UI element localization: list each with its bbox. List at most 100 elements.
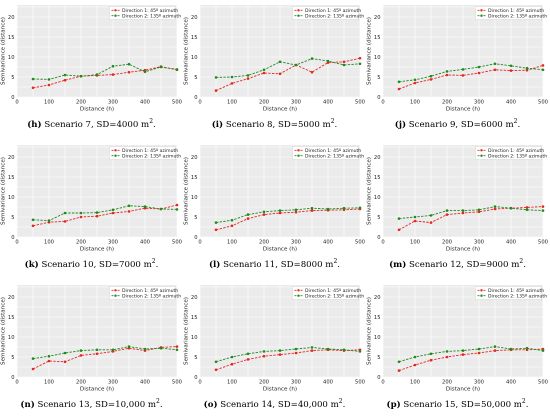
x-tick-label: 0 [381, 100, 384, 106]
caption-superscript: 2 [149, 118, 154, 125]
data-point [79, 74, 83, 78]
data-point [429, 221, 433, 224]
caption-text: Scenario 9, SD=6000 m [406, 119, 514, 130]
data-point [111, 73, 115, 76]
data-point [445, 209, 449, 212]
legend-entry: Direction 1: 45º azimuth [122, 148, 178, 154]
y-tick-label: 20 [8, 155, 15, 161]
series-line [398, 206, 544, 220]
data-point [159, 207, 163, 211]
x-tick-label: 100 [410, 100, 420, 106]
legend-entry: Direction 2: 135º azimuth [488, 293, 547, 299]
y-tick-label: 5 [194, 75, 197, 81]
data-point [278, 60, 282, 64]
data-point [175, 348, 179, 352]
data-point [493, 62, 497, 66]
legend-marker [480, 14, 483, 17]
data-point [397, 217, 401, 220]
data-point [127, 345, 131, 348]
y-tick-label: 10 [8, 55, 15, 61]
y-tick-label: 0 [377, 375, 380, 381]
x-tick-label: 500 [538, 100, 548, 106]
data-point [461, 211, 465, 215]
data-point [445, 355, 449, 359]
data-point [310, 346, 314, 349]
data-point [342, 60, 346, 64]
data-point [111, 348, 115, 352]
y-tick-label: 5 [377, 75, 380, 81]
data-point [310, 70, 314, 74]
x-tick-label: 0 [381, 380, 384, 386]
x-tick-label: 100 [44, 100, 54, 106]
legend-entry: Direction 1: 45º azimuth [305, 8, 361, 14]
data-point [397, 228, 401, 232]
data-point [541, 349, 545, 352]
y-tick-label: 10 [8, 195, 15, 201]
data-point [175, 68, 179, 71]
data-point [47, 83, 51, 87]
data-point [63, 211, 67, 215]
data-point [477, 65, 481, 69]
y-axis-label: Semivariance (distance) [184, 17, 190, 85]
y-axis-label: Semivariance (distance) [367, 17, 373, 85]
data-point [493, 205, 497, 208]
legend-marker [114, 289, 117, 292]
data-point [541, 209, 545, 212]
data-point [429, 78, 433, 81]
x-axis-label: Distance (h) [80, 247, 114, 253]
data-point [47, 78, 51, 81]
y-tick-label: 0 [11, 95, 14, 101]
caption-text: Scenario 12, SD=9000 m [406, 259, 520, 270]
data-point [230, 355, 234, 359]
y-tick-label: 5 [194, 355, 197, 361]
legend-marker [114, 14, 117, 17]
x-axis-label: Distance (h) [263, 107, 297, 113]
legend-marker [114, 294, 117, 297]
caption-superscript: 2 [330, 118, 335, 125]
x-tick-label: 100 [227, 240, 237, 246]
data-point [310, 209, 314, 212]
legend-marker [480, 9, 483, 12]
x-tick-label: 500 [172, 100, 182, 106]
y-tick-label: 20 [191, 15, 198, 21]
panel-caption: (l) Scenario 11, SD=8000 m2. [183, 258, 366, 270]
series-line [398, 348, 544, 372]
legend-marker [114, 154, 117, 157]
data-point [214, 228, 218, 232]
x-tick-label: 400 [506, 380, 516, 386]
y-tick-label: 15 [191, 175, 198, 181]
legend-marker [297, 154, 300, 157]
data-point [111, 64, 115, 68]
x-tick-label: 200 [442, 380, 452, 386]
x-tick-label: 0 [198, 380, 201, 386]
x-tick-label: 200 [76, 240, 86, 246]
data-point [429, 352, 433, 356]
data-point [230, 224, 234, 228]
x-tick-label: 200 [442, 240, 452, 246]
data-point [413, 219, 417, 223]
data-point [509, 64, 513, 68]
data-point [214, 76, 218, 79]
y-tick-label: 5 [11, 355, 14, 361]
data-point [31, 224, 35, 228]
chart-panel: 0 100 200 300 400 500 0 5 10 15 20 Distance (h) Semi… [183, 280, 366, 420]
y-tick-label: 0 [11, 235, 14, 241]
y-tick-label: 0 [194, 95, 197, 101]
data-point [445, 350, 449, 353]
data-point [413, 81, 417, 85]
semivariogram-chart: 0 100 200 300 400 500 0 5 10 15 20 Distance (h) Semi… [367, 5, 548, 113]
data-point [47, 359, 51, 363]
y-tick-label: 5 [194, 215, 197, 221]
data-point [143, 347, 147, 351]
data-point [246, 358, 250, 361]
series-line [215, 58, 361, 78]
x-tick-label: 100 [410, 380, 420, 386]
data-point [95, 214, 99, 218]
legend-entry: Direction 1: 45º azimuth [122, 8, 178, 14]
y-tick-label: 20 [8, 15, 15, 21]
data-point [63, 351, 67, 355]
y-tick-label: 0 [194, 235, 197, 241]
data-point [63, 220, 67, 223]
x-tick-label: 100 [227, 380, 237, 386]
legend-entry: Direction 2: 135º azimuth [122, 153, 181, 159]
